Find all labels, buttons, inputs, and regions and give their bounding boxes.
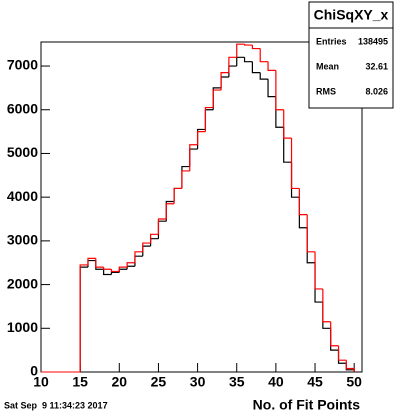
- y-tick-label: 1000: [7, 319, 38, 335]
- stats-label: Entries: [316, 36, 347, 46]
- histogram-bin: [275, 70, 284, 111]
- histogram-bin: [243, 57, 253, 63]
- x-tick-label: 45: [307, 374, 323, 390]
- histogram-bin: [259, 48, 269, 63]
- stats-value: 138495: [358, 36, 388, 46]
- histogram-bin: [283, 127, 292, 163]
- x-tick-label: 35: [229, 374, 245, 390]
- x-tick-label: 25: [151, 374, 167, 390]
- stats-box: ChiSqXY_x Entries 138495 Mean 32.61 RMS …: [308, 1, 394, 109]
- histogram-bin: [212, 89, 222, 108]
- histogram-bin: [345, 360, 355, 372]
- x-tick-label: 10: [33, 374, 49, 390]
- histogram-bin: [236, 43, 245, 58]
- histogram-bin: [267, 61, 276, 72]
- histogram-bin: [126, 262, 135, 268]
- histogram-bin: [220, 71, 229, 91]
- histogram-bin: [79, 264, 88, 372]
- y-tick-label: 0: [30, 363, 38, 379]
- y-tick-label: 5000: [7, 144, 38, 160]
- histogram-bin: [298, 188, 308, 216]
- histogram-bin: [290, 138, 300, 190]
- histogram-bin: [181, 170, 190, 189]
- x-tick-label: 15: [72, 374, 88, 390]
- plot-frame: [40, 41, 363, 373]
- histogram-bin: [134, 251, 143, 263]
- histogram-bin: [330, 321, 339, 347]
- histogram-bin: [259, 72, 269, 80]
- stats-value: 32.61: [365, 61, 388, 71]
- histogram-bin: [314, 251, 323, 290]
- x-axis-label: No. of Fit Points: [253, 397, 361, 413]
- stats-title: ChiSqXY_x: [314, 7, 389, 23]
- stats-frame: [308, 1, 394, 109]
- x-tick-label: 50: [346, 374, 362, 390]
- histogram-bin: [306, 214, 316, 253]
- y-tick-label: 6000: [7, 100, 38, 116]
- histogram-bin: [110, 269, 120, 273]
- y-tick-label: 3000: [7, 232, 38, 248]
- y-tick-label: 4000: [7, 188, 38, 204]
- histogram-bin: [103, 267, 112, 270]
- histogram-bin: [243, 44, 253, 46]
- histogram-bin: [189, 144, 198, 171]
- y-tick-label: 7000: [7, 57, 38, 73]
- histogram-bin: [157, 218, 167, 235]
- histogram-bin: [251, 45, 261, 50]
- y-tick-label: 2000: [7, 275, 38, 291]
- x-tick-label: 20: [112, 374, 128, 390]
- stats-value: 8.026: [365, 86, 388, 96]
- x-tick-label: 30: [190, 374, 206, 390]
- histogram-bin: [322, 288, 331, 323]
- stats-label: Mean: [316, 61, 339, 71]
- histogram-bin: [118, 266, 128, 272]
- histogram-bin: [95, 258, 104, 268]
- histogram-bin: [228, 56, 237, 73]
- histogram-bin: [251, 61, 261, 74]
- histogram-bin: [103, 269, 112, 276]
- histogram-bin: [337, 345, 347, 361]
- histogram-bin: [142, 242, 151, 252]
- stats-label: RMS: [316, 86, 336, 96]
- histogram-bin: [165, 203, 175, 220]
- x-tick-label: 40: [268, 374, 284, 390]
- histogram-bin: [196, 131, 206, 145]
- histogram-bin: [150, 233, 159, 244]
- histogram-bin: [87, 257, 96, 265]
- histogram-bin: [267, 79, 276, 98]
- histogram-bin: [110, 271, 120, 275]
- histogram-bin: [173, 187, 182, 204]
- footer-date: Sat Sep 9 11:34:23 2017: [4, 400, 108, 410]
- histogram-bin: [204, 106, 214, 132]
- histogram-bin: [283, 109, 292, 139]
